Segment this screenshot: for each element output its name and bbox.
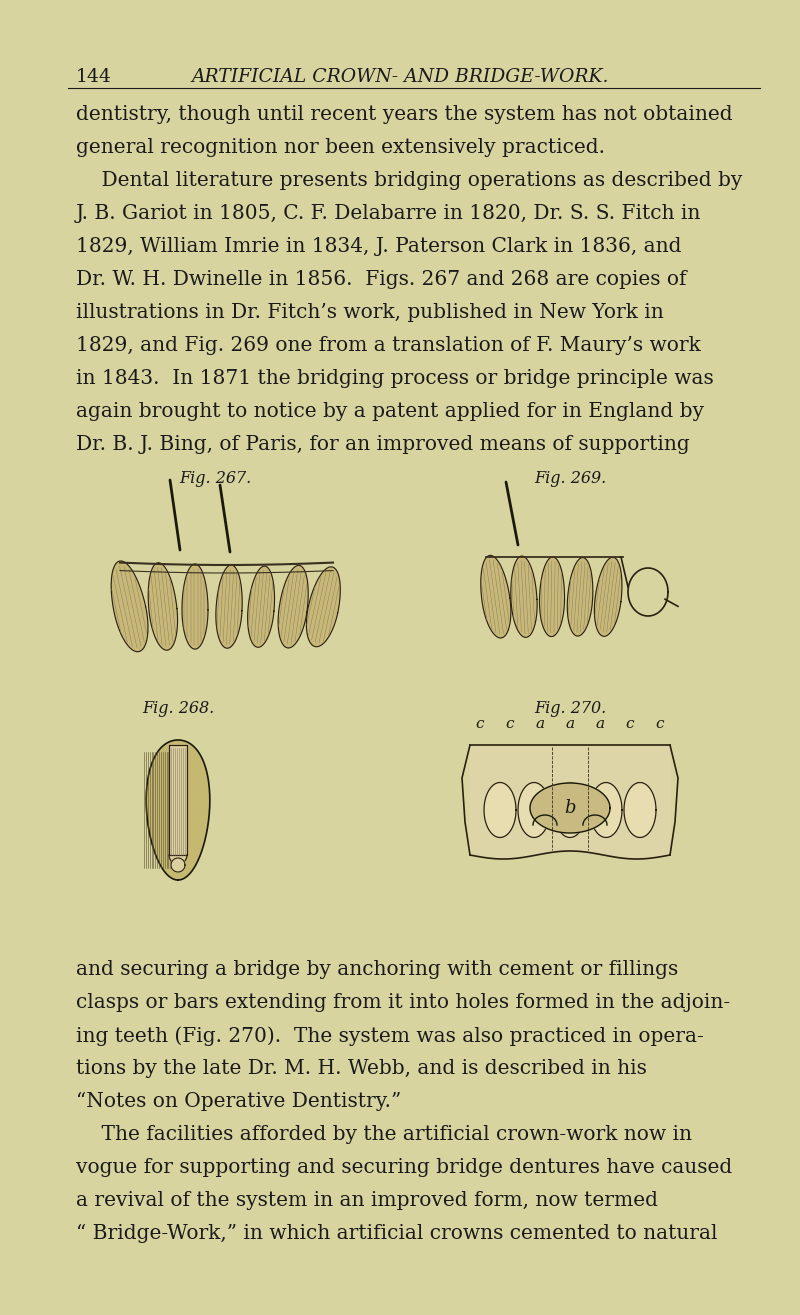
Text: a: a [566, 717, 574, 731]
Text: c: c [626, 717, 634, 731]
Text: general recognition nor been extensively practiced.: general recognition nor been extensively… [76, 138, 605, 156]
Text: Fig. 270.: Fig. 270. [534, 700, 606, 717]
Text: J. B. Gariot in 1805, C. F. Delabarre in 1820, Dr. S. S. Fitch in: J. B. Gariot in 1805, C. F. Delabarre in… [76, 204, 702, 224]
Text: and securing a bridge by anchoring with cement or fillings: and securing a bridge by anchoring with … [76, 960, 678, 978]
Text: Dental literature presents bridging operations as described by: Dental literature presents bridging oper… [76, 171, 742, 189]
Polygon shape [567, 558, 593, 636]
Polygon shape [590, 782, 622, 838]
Polygon shape [511, 556, 537, 638]
Text: c: c [476, 717, 484, 731]
Polygon shape [554, 782, 586, 838]
Text: in 1843.  In 1871 the bridging process or bridge principle was: in 1843. In 1871 the bridging process or… [76, 370, 714, 388]
Text: again brought to notice by a patent applied for in England by: again brought to notice by a patent appl… [76, 402, 704, 421]
Text: ing teeth (Fig. 270).  The system was also practiced in opera-: ing teeth (Fig. 270). The system was als… [76, 1026, 704, 1045]
Polygon shape [484, 782, 516, 838]
Text: b: b [564, 800, 576, 817]
Polygon shape [169, 855, 187, 864]
Text: The facilities afforded by the artificial crown-work now in: The facilities afforded by the artificia… [76, 1126, 692, 1144]
Text: clasps or bars extending from it into holes formed in the adjoin-: clasps or bars extending from it into ho… [76, 993, 730, 1013]
Text: a: a [535, 717, 545, 731]
Text: a revival of the system in an improved form, now termed: a revival of the system in an improved f… [76, 1191, 658, 1210]
Polygon shape [171, 857, 185, 872]
Polygon shape [148, 563, 178, 650]
Polygon shape [539, 558, 565, 636]
Text: tions by the late Dr. M. H. Webb, and is described in his: tions by the late Dr. M. H. Webb, and is… [76, 1059, 647, 1078]
Text: “Notes on Operative Dentistry.”: “Notes on Operative Dentistry.” [76, 1091, 402, 1111]
Polygon shape [470, 746, 670, 859]
Text: a: a [595, 717, 605, 731]
Polygon shape [306, 567, 340, 647]
Text: ARTIFICIAL CROWN- AND BRIDGE-WORK.: ARTIFICIAL CROWN- AND BRIDGE-WORK. [191, 68, 609, 85]
Polygon shape [182, 564, 208, 650]
Polygon shape [146, 740, 210, 880]
Text: 1829, William Imrie in 1834, J. Paterson Clark in 1836, and: 1829, William Imrie in 1834, J. Paterson… [76, 237, 682, 256]
Text: Fig. 268.: Fig. 268. [142, 700, 214, 717]
Polygon shape [278, 565, 308, 648]
Text: illustrations in Dr. Fitch’s work, published in New York in: illustrations in Dr. Fitch’s work, publi… [76, 302, 664, 322]
Polygon shape [518, 782, 550, 838]
Text: Fig. 269.: Fig. 269. [534, 469, 606, 487]
Text: Dr. W. H. Dwinelle in 1856.  Figs. 267 and 268 are copies of: Dr. W. H. Dwinelle in 1856. Figs. 267 an… [76, 270, 686, 289]
Text: Fig. 267.: Fig. 267. [179, 469, 251, 487]
Polygon shape [624, 782, 656, 838]
Text: c: c [656, 717, 664, 731]
Text: dentistry, though until recent years the system has not obtained: dentistry, though until recent years the… [76, 105, 733, 124]
Polygon shape [216, 565, 242, 648]
Text: 1829, and Fig. 269 one from a translation of F. Maury’s work: 1829, and Fig. 269 one from a translatio… [76, 337, 701, 355]
Polygon shape [594, 558, 622, 636]
Polygon shape [248, 567, 274, 647]
Text: “ Bridge-Work,” in which artificial crowns cemented to natural: “ Bridge-Work,” in which artificial crow… [76, 1224, 718, 1243]
Polygon shape [169, 746, 187, 855]
Polygon shape [481, 555, 511, 638]
Text: c: c [506, 717, 514, 731]
Text: vogue for supporting and securing bridge dentures have caused: vogue for supporting and securing bridge… [76, 1159, 732, 1177]
Text: Dr. B. J. Bing, of Paris, for an improved means of supporting: Dr. B. J. Bing, of Paris, for an improve… [76, 435, 690, 454]
Polygon shape [111, 562, 148, 652]
Polygon shape [530, 782, 610, 832]
Text: 144: 144 [76, 68, 112, 85]
